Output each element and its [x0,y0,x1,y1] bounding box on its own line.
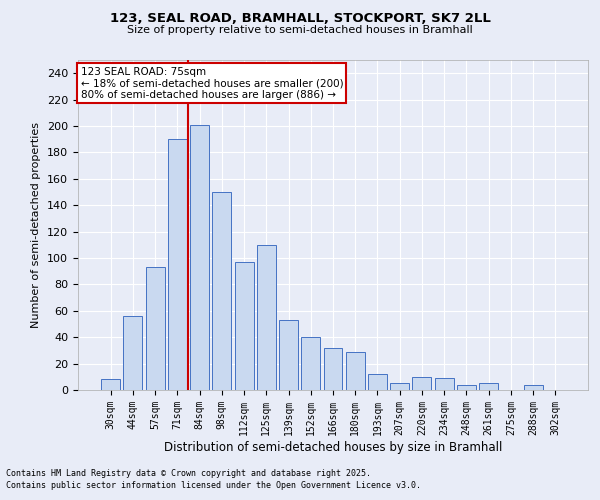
Bar [346,352,365,390]
X-axis label: Distribution of semi-detached houses by size in Bramhall: Distribution of semi-detached houses by … [164,440,502,454]
Bar [235,262,254,390]
Bar [412,377,431,390]
Bar [257,245,276,390]
Bar [479,384,498,390]
Bar [212,192,231,390]
Bar [301,337,320,390]
Bar [524,384,542,390]
Bar [368,374,387,390]
Text: 123 SEAL ROAD: 75sqm
← 18% of semi-detached houses are smaller (200)
80% of semi: 123 SEAL ROAD: 75sqm ← 18% of semi-detac… [80,66,343,100]
Bar [390,384,409,390]
Bar [101,380,120,390]
Bar [279,320,298,390]
Bar [457,384,476,390]
Bar [124,316,142,390]
Text: Contains HM Land Registry data © Crown copyright and database right 2025.: Contains HM Land Registry data © Crown c… [6,468,371,477]
Bar [435,378,454,390]
Bar [323,348,343,390]
Bar [190,124,209,390]
Y-axis label: Number of semi-detached properties: Number of semi-detached properties [31,122,41,328]
Bar [146,267,164,390]
Text: 123, SEAL ROAD, BRAMHALL, STOCKPORT, SK7 2LL: 123, SEAL ROAD, BRAMHALL, STOCKPORT, SK7… [110,12,490,26]
Text: Size of property relative to semi-detached houses in Bramhall: Size of property relative to semi-detach… [127,25,473,35]
Bar [168,139,187,390]
Text: Contains public sector information licensed under the Open Government Licence v3: Contains public sector information licen… [6,481,421,490]
